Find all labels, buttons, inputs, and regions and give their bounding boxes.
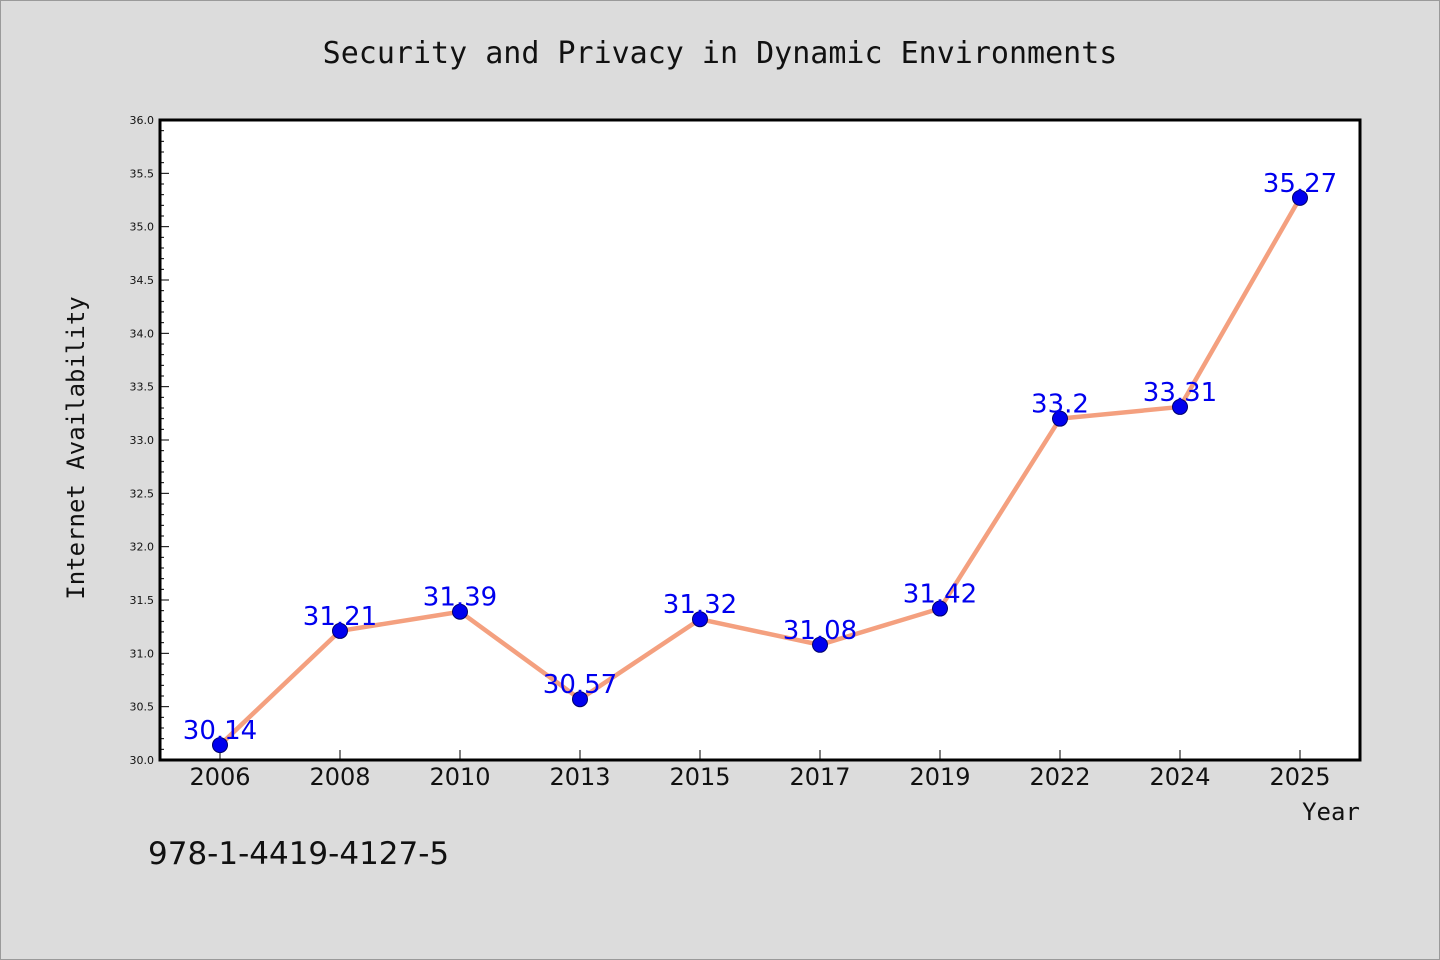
data-point [812, 636, 828, 653]
x-tick-label: 2010 [429, 763, 490, 791]
x-tick-label: 2024 [1149, 763, 1210, 791]
y-tick-label: 32.5 [130, 487, 155, 500]
x-axis-label: Year [1302, 798, 1360, 826]
y-tick-label: 34.0 [130, 327, 155, 340]
data-label: 31.32 [663, 590, 737, 620]
y-tick-label: 33.5 [130, 381, 155, 394]
x-tick-label: 2006 [189, 763, 250, 791]
x-tick-label: 2019 [909, 763, 970, 791]
x-tick-label: 2013 [549, 763, 610, 791]
data-label: 30.57 [543, 670, 617, 700]
plot-border [158, 118, 1362, 762]
y-tick-label: 32.0 [130, 541, 155, 554]
x-tick-label: 2017 [789, 763, 850, 791]
plot-area [160, 120, 1360, 760]
x-tick-label: 2008 [309, 763, 370, 791]
y-tick-label: 30.5 [130, 701, 155, 714]
chart-title: Security and Privacy in Dynamic Environm… [323, 36, 1118, 71]
data-label: 33.2 [1031, 390, 1089, 420]
isbn-text: 978-1-4419-4127-5 [148, 836, 449, 872]
data-label: 31.08 [783, 616, 857, 646]
x-tick-label: 2025 [1269, 763, 1330, 791]
data-point [212, 737, 228, 754]
x-tick-label: 2022 [1029, 763, 1090, 791]
y-tick-label: 35.0 [130, 221, 155, 234]
y-tick-label: 31.0 [130, 647, 155, 660]
data-point [572, 691, 588, 708]
data-point [932, 600, 948, 617]
x-axis: 2006 2008 2010 2013 2015 2017 2019 2022 2024 2025 [189, 750, 1331, 791]
series-line [217, 195, 1303, 748]
y-tick-label: 33.0 [130, 434, 155, 447]
data-point [692, 611, 708, 628]
data-label: 33.31 [1143, 378, 1217, 408]
y-tick-label: 30.0 [130, 754, 155, 767]
data-label: 30.14 [183, 716, 257, 746]
data-label: 35.27 [1263, 169, 1337, 199]
data-point [332, 622, 348, 639]
data-label: 31.21 [303, 602, 377, 632]
y-axis-label: Internet Availability [62, 296, 90, 599]
data-point [1292, 189, 1308, 206]
y-tick-label: 34.5 [130, 274, 155, 287]
data-point [1052, 410, 1068, 427]
y-tick-label: 31.5 [130, 594, 155, 607]
data-label: 31.39 [423, 583, 497, 613]
y-tick-label: 35.5 [130, 167, 155, 180]
y-tick-label: 36.0 [130, 114, 155, 127]
data-point [1172, 398, 1188, 415]
series-group: 30.14 31.21 31.39 30.57 31.32 31.08 31.42 33.2 3… [183, 169, 1337, 754]
x-tick-label: 2015 [669, 763, 730, 791]
data-point [452, 603, 468, 620]
data-label: 31.42 [903, 580, 977, 610]
